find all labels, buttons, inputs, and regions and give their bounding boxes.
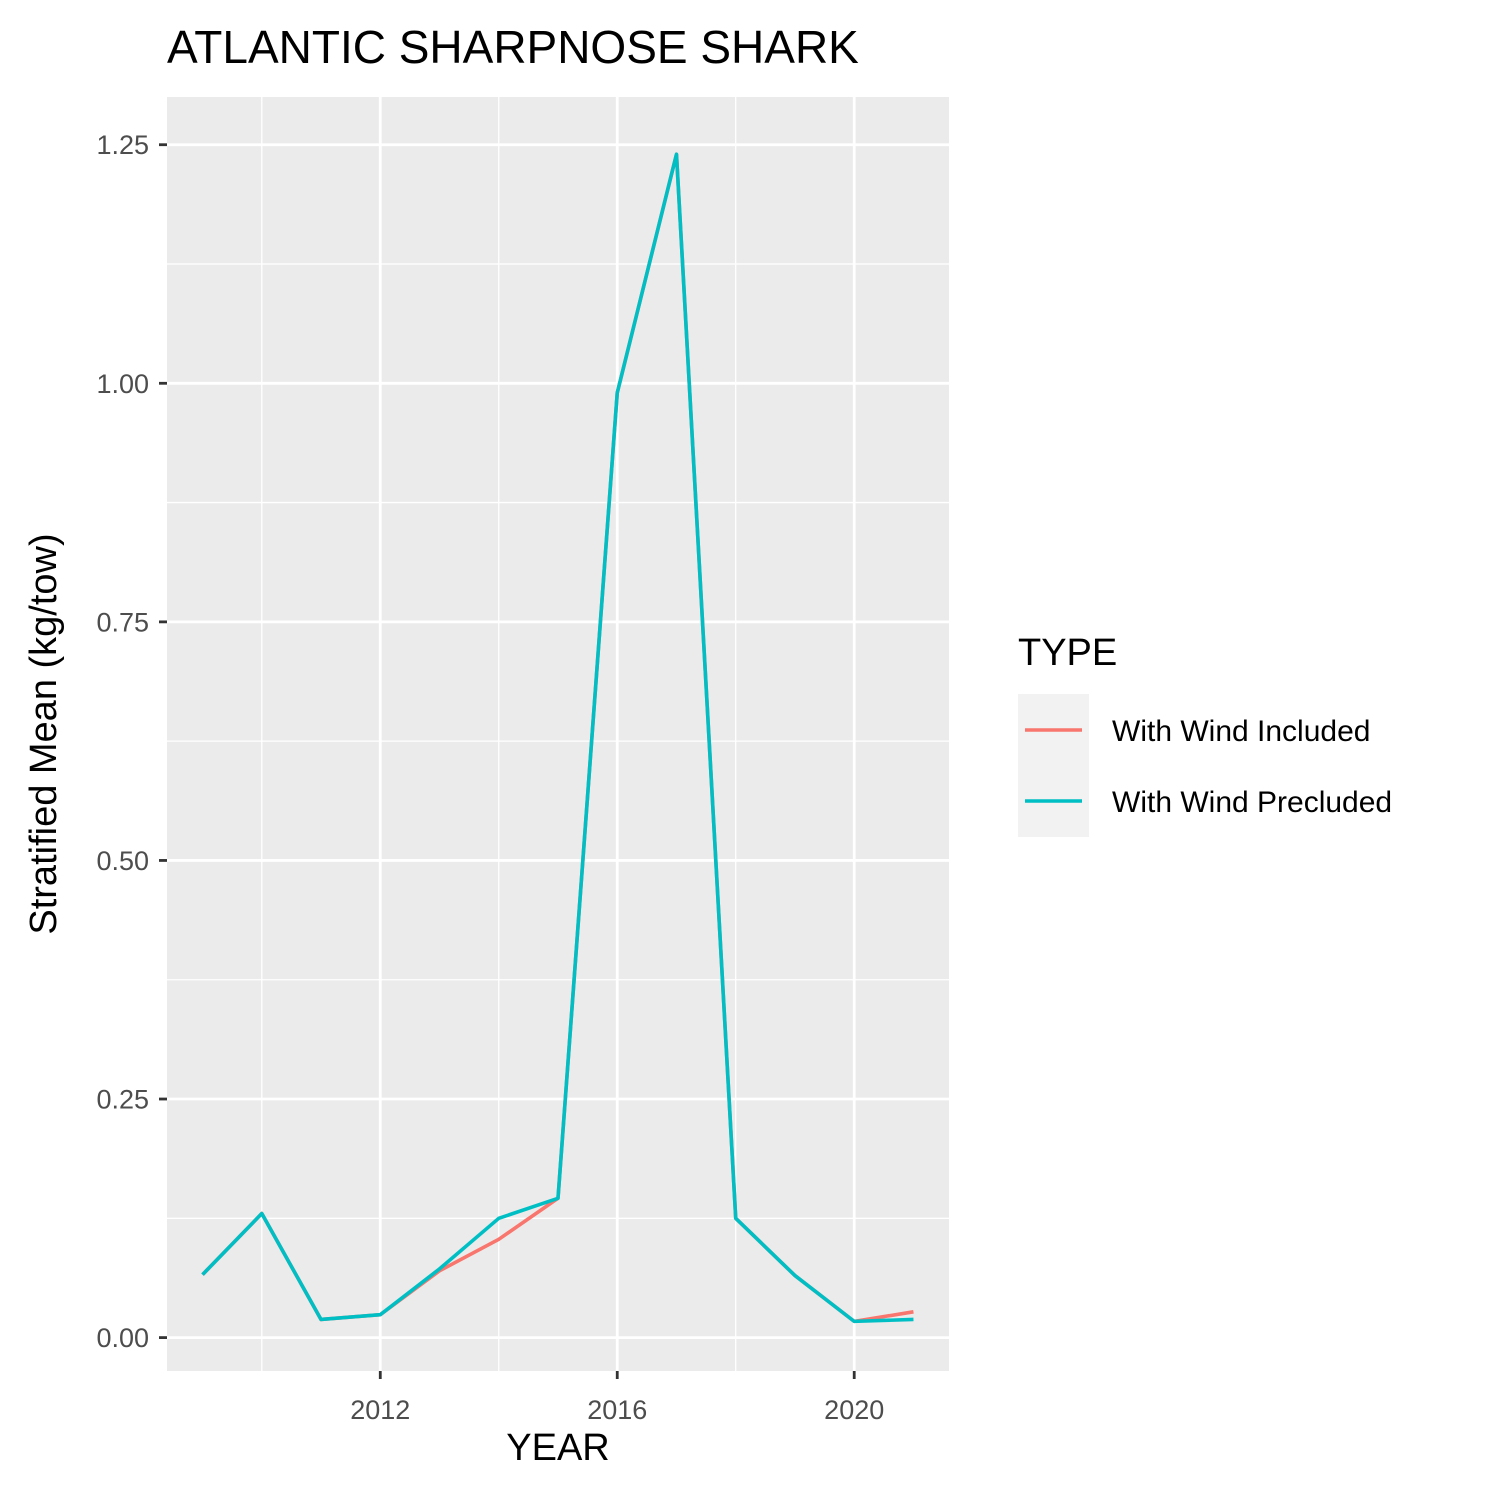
x-tick-label: 2016 <box>587 1395 647 1425</box>
major-gridlines <box>167 97 949 1371</box>
legend-title: TYPE <box>1018 632 1117 674</box>
y-tick-label: 1.25 <box>96 130 149 160</box>
series-lines <box>201 152 914 1324</box>
y-tick-label: 0.25 <box>96 1085 149 1115</box>
x-tick-label: 2012 <box>350 1395 410 1425</box>
y-tick-label: 0.00 <box>96 1323 149 1353</box>
series-line-with-wind-precluded <box>201 152 914 1324</box>
legend-label-with-wind-precluded: With Wind Precluded <box>1112 786 1392 819</box>
y-axis: 0.00 0.25 0.50 0.75 1.00 1.25 <box>96 130 167 1353</box>
y-axis-title: Stratified Mean (kg/tow) <box>23 533 65 934</box>
legend-label-with-wind-included: With Wind Included <box>1112 715 1370 748</box>
minor-gridlines <box>167 97 949 1371</box>
y-tick-label: 0.75 <box>96 607 149 637</box>
x-axis-title: YEAR <box>506 1427 609 1469</box>
y-tick-label: 0.50 <box>96 846 149 876</box>
y-tick-label: 1.00 <box>96 369 149 399</box>
plot-panel <box>167 97 949 1371</box>
legend: TYPE With Wind Included With Wind Preclu… <box>1018 632 1392 837</box>
x-tick-label: 2020 <box>824 1395 884 1425</box>
x-axis: 2012 2016 2020 <box>350 1371 884 1425</box>
legend-key-background <box>1018 694 1089 837</box>
chart-title: ATLANTIC SHARPNOSE SHARK <box>167 21 859 73</box>
